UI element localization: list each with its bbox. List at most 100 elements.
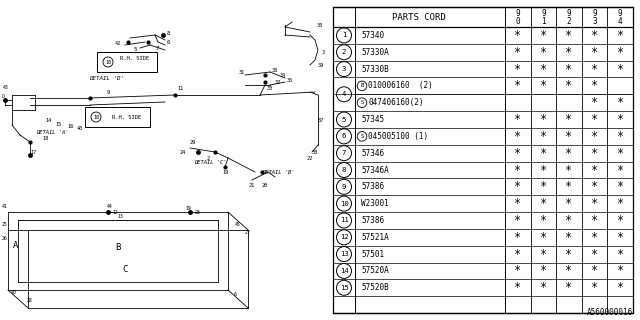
Text: *: * <box>591 281 598 294</box>
Text: *: * <box>616 113 624 126</box>
Text: 6: 6 <box>342 133 346 139</box>
Text: 10: 10 <box>340 201 348 207</box>
Text: 10: 10 <box>105 60 111 65</box>
Text: 57346: 57346 <box>361 149 384 158</box>
Text: *: * <box>616 264 624 277</box>
Text: 35: 35 <box>287 77 293 83</box>
Text: 57330A: 57330A <box>361 48 388 57</box>
Text: 57521A: 57521A <box>361 233 388 242</box>
Text: *: * <box>565 147 573 160</box>
Text: *: * <box>616 130 624 143</box>
Text: 4: 4 <box>618 17 623 26</box>
Text: 57386: 57386 <box>361 182 384 191</box>
Text: DETAIL 'C': DETAIL 'C' <box>194 159 227 164</box>
Text: *: * <box>514 113 522 126</box>
Text: 9: 9 <box>592 9 597 18</box>
Text: *: * <box>565 231 573 244</box>
Text: *: * <box>514 79 522 92</box>
Text: 22: 22 <box>307 156 313 161</box>
Text: *: * <box>540 281 547 294</box>
Text: 39: 39 <box>318 62 324 68</box>
Text: *: * <box>514 147 522 160</box>
Text: S: S <box>360 134 364 139</box>
Text: 57346A: 57346A <box>361 165 388 174</box>
Text: 3: 3 <box>342 66 346 72</box>
Text: 25: 25 <box>2 222 8 228</box>
Text: *: * <box>591 130 598 143</box>
Text: 21: 21 <box>249 182 255 188</box>
Text: *: * <box>616 214 624 227</box>
Text: *: * <box>616 96 624 109</box>
Text: *: * <box>514 29 522 42</box>
Text: 1: 1 <box>541 17 546 26</box>
Text: 15: 15 <box>340 285 348 291</box>
Text: 34: 34 <box>280 73 286 77</box>
Text: 19: 19 <box>185 205 191 211</box>
Text: *: * <box>591 180 598 193</box>
Text: 41: 41 <box>2 204 8 210</box>
Text: *: * <box>540 197 547 210</box>
Text: 40: 40 <box>77 125 83 131</box>
Text: *: * <box>591 197 598 210</box>
Text: *: * <box>514 164 522 177</box>
Text: 17: 17 <box>30 149 36 155</box>
Text: *: * <box>540 231 547 244</box>
Text: *: * <box>616 281 624 294</box>
Text: *: * <box>540 79 547 92</box>
Text: 26: 26 <box>2 236 8 241</box>
Text: DETAIL 'D': DETAIL 'D' <box>90 76 125 81</box>
Text: S: S <box>360 100 364 105</box>
Bar <box>97 52 157 72</box>
Text: 9: 9 <box>566 9 572 18</box>
Text: *: * <box>591 147 598 160</box>
Text: B: B <box>360 84 364 88</box>
Text: 15: 15 <box>55 122 61 126</box>
Text: 12: 12 <box>112 210 118 214</box>
Text: 29: 29 <box>190 140 196 145</box>
Text: *: * <box>514 46 522 59</box>
Text: *: * <box>514 214 522 227</box>
Text: *: * <box>514 197 522 210</box>
Text: *: * <box>540 147 547 160</box>
Text: 12: 12 <box>340 234 348 240</box>
Text: 11: 11 <box>340 218 348 223</box>
Text: 1: 1 <box>342 32 346 38</box>
Text: 57520A: 57520A <box>361 267 388 276</box>
Text: R.H. SIDE: R.H. SIDE <box>113 115 141 119</box>
Text: 24: 24 <box>180 149 186 155</box>
Text: A: A <box>13 241 19 250</box>
Text: *: * <box>591 248 598 260</box>
Text: *: * <box>565 264 573 277</box>
Text: *: * <box>591 46 598 59</box>
Text: *: * <box>591 164 598 177</box>
Text: *: * <box>514 62 522 76</box>
Text: *: * <box>616 46 624 59</box>
Text: 40: 40 <box>11 291 17 295</box>
Text: *: * <box>616 29 624 42</box>
Text: *: * <box>565 46 573 59</box>
Text: 3: 3 <box>592 17 597 26</box>
Text: 5: 5 <box>133 46 137 52</box>
Text: 4: 4 <box>342 91 346 97</box>
Text: *: * <box>591 29 598 42</box>
Text: *: * <box>514 231 522 244</box>
Text: 9: 9 <box>618 9 623 18</box>
Text: DETAIL 'B': DETAIL 'B' <box>262 170 294 174</box>
Text: *: * <box>565 113 573 126</box>
Text: 7: 7 <box>156 45 159 51</box>
Text: 9: 9 <box>106 90 109 94</box>
Text: 27: 27 <box>245 229 251 235</box>
Text: *: * <box>540 264 547 277</box>
Bar <box>333 7 633 313</box>
Text: 2: 2 <box>207 156 209 161</box>
Text: 57340: 57340 <box>361 31 384 40</box>
Text: *: * <box>540 214 547 227</box>
Text: 9: 9 <box>541 9 546 18</box>
Text: *: * <box>565 62 573 76</box>
Text: *: * <box>591 79 598 92</box>
Text: 23: 23 <box>195 210 201 214</box>
Text: *: * <box>540 29 547 42</box>
Text: *: * <box>565 197 573 210</box>
Text: 36: 36 <box>272 68 278 73</box>
Text: B: B <box>115 244 121 252</box>
